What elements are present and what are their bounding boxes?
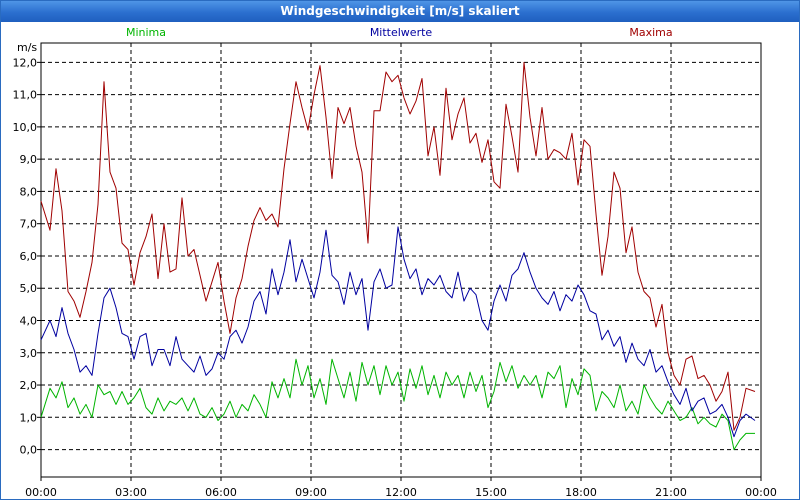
legend-minima: Minima	[126, 26, 166, 39]
grid-lines	[41, 43, 761, 477]
legend: Minima Mittelwerte Maxima	[126, 26, 673, 39]
y-tick-labels: 0,0 1,0 2,0 3,0 4,0 5,0 6,0 7,0 8,0 9,0 10,0 11,0 12…	[13, 56, 38, 456]
window-title: Windgeschwindigkeit [m/s] skaliert	[1, 1, 799, 22]
y-tick-label: 5,0	[20, 282, 38, 295]
y-tick-label: 8,0	[20, 185, 38, 198]
x-tick-time: 06:00	[205, 486, 237, 499]
series-line-mittelwerte	[40, 226, 756, 438]
y-tick-label: 0,0	[20, 444, 38, 457]
x-tick-labels: 00:0006.07.1603:0006.07.1606:0006.07.160…	[25, 486, 777, 499]
x-tick-time: 09:00	[295, 486, 327, 499]
series-lines	[40, 61, 756, 451]
y-tick-label: 7,0	[20, 218, 38, 231]
y-axis-label: m/s	[17, 41, 37, 54]
y-tick-label: 10,0	[13, 121, 38, 134]
legend-mittelwerte: Mittelwerte	[370, 26, 433, 39]
x-tick-time: 12:00	[385, 486, 417, 499]
axes	[37, 42, 762, 481]
y-tick-label: 12,0	[13, 56, 38, 69]
y-tick-label: 3,0	[20, 347, 38, 360]
x-tick-time: 18:00	[565, 486, 597, 499]
legend-maxima: Maxima	[629, 26, 672, 39]
x-tick-time: 00:00	[25, 486, 57, 499]
y-tick-label: 9,0	[20, 153, 38, 166]
wind-speed-chart: 0,0 1,0 2,0 3,0 4,0 5,0 6,0 7,0 8,0 9,0 10,0 11,0 12…	[13, 26, 777, 499]
y-tick-label: 6,0	[20, 250, 38, 263]
y-tick-label: 2,0	[20, 379, 38, 392]
series-line-minima	[40, 358, 755, 451]
plot-frame	[40, 42, 762, 478]
x-tick-time: 15:00	[475, 486, 507, 499]
y-tick-label: 1,0	[20, 411, 38, 424]
x-tick-time: 03:00	[115, 486, 147, 499]
x-tick-time: 21:00	[655, 486, 687, 499]
y-tick-label: 11,0	[13, 89, 38, 102]
y-tick-label: 4,0	[20, 315, 38, 328]
x-tick-time: 00:00	[745, 486, 777, 499]
series-line-maxima	[40, 61, 756, 431]
